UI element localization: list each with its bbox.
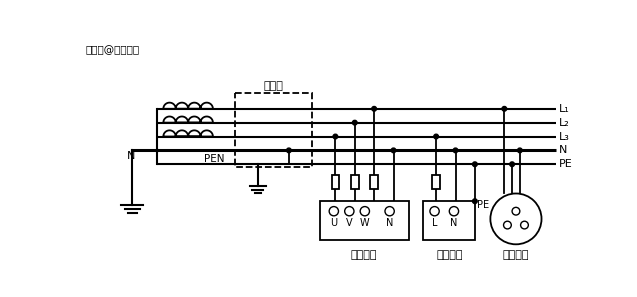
Bar [234, 93, 312, 167]
Text: L₂: L₂ [559, 118, 569, 128]
Circle shape [391, 148, 396, 153]
Text: 搜狐号@第一电力: 搜狐号@第一电力 [86, 45, 140, 55]
Circle shape [449, 207, 459, 216]
Circle shape [287, 148, 291, 153]
Text: 单相设备: 单相设备 [436, 250, 462, 260]
Text: L₁: L₁ [559, 104, 569, 114]
Circle shape [502, 107, 506, 111]
Bar [351, 175, 359, 189]
Bar [320, 201, 409, 240]
Circle shape [490, 193, 541, 244]
Circle shape [345, 207, 354, 216]
Circle shape [372, 107, 376, 111]
Text: W: W [360, 218, 369, 228]
Circle shape [385, 207, 394, 216]
Circle shape [510, 162, 515, 167]
Circle shape [453, 148, 458, 153]
Bar [331, 175, 340, 189]
Circle shape [473, 162, 477, 167]
Text: L₃: L₃ [559, 132, 569, 141]
Circle shape [473, 199, 477, 203]
Bar [423, 201, 475, 240]
Text: N: N [386, 218, 393, 228]
Text: N: N [559, 145, 567, 155]
Circle shape [352, 120, 357, 125]
Text: 三相设备: 三相设备 [351, 250, 377, 260]
Text: N: N [450, 218, 457, 228]
Circle shape [430, 207, 440, 216]
Text: 配电笱: 配电笱 [264, 81, 283, 91]
Circle shape [520, 221, 528, 229]
Text: PE: PE [477, 200, 489, 210]
Text: L: L [432, 218, 438, 228]
Circle shape [434, 134, 438, 139]
Text: U: U [330, 218, 338, 228]
Circle shape [329, 207, 338, 216]
Text: N: N [127, 151, 136, 161]
Bar [370, 175, 378, 189]
Circle shape [360, 207, 369, 216]
Text: 单相插座: 单相插座 [503, 250, 529, 260]
Circle shape [504, 221, 512, 229]
Circle shape [333, 134, 338, 139]
Bar [433, 175, 440, 189]
Text: V: V [346, 218, 353, 228]
Circle shape [512, 207, 520, 215]
Text: PEN: PEN [204, 154, 224, 164]
Text: PE: PE [559, 159, 572, 169]
Circle shape [517, 148, 522, 153]
